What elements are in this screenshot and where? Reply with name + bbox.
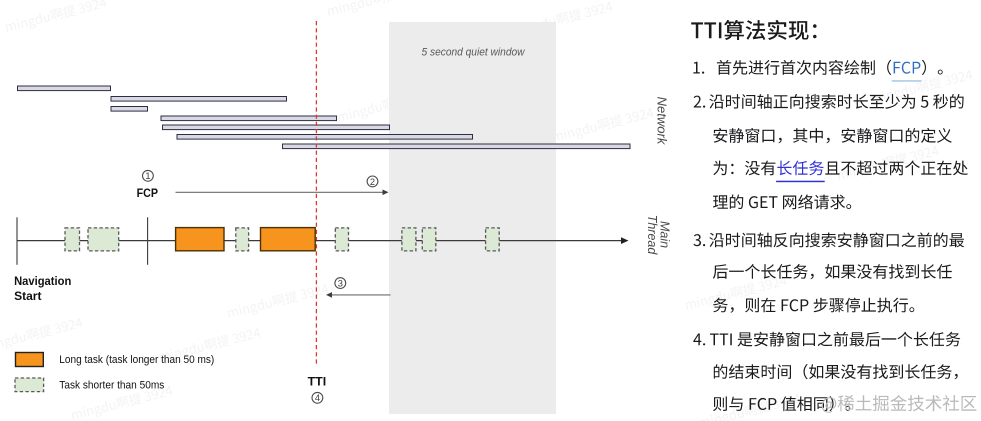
svg-text:4: 4 (315, 393, 320, 403)
svg-text:Thread: Thread (645, 215, 659, 256)
svg-text:5 second quiet window: 5 second quiet window (422, 47, 526, 59)
svg-text:Navigation: Navigation (14, 274, 71, 288)
svg-text:3: 3 (338, 279, 343, 289)
svg-text:TTI: TTI (308, 375, 327, 389)
svg-text:Long task (task longer than 50: Long task (task longer than 50 ms) (59, 354, 214, 366)
svg-text:Main: Main (658, 221, 672, 248)
svg-text:2: 2 (370, 177, 375, 187)
svg-text:FCP: FCP (137, 186, 158, 200)
svg-text:Task shorter than 50ms: Task shorter than 50ms (59, 379, 164, 391)
svg-text:Network: Network (655, 97, 670, 146)
svg-text:1: 1 (145, 171, 150, 181)
svg-text:Start: Start (14, 289, 41, 303)
